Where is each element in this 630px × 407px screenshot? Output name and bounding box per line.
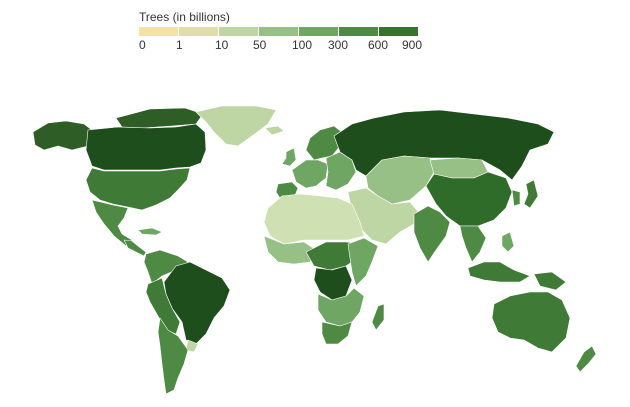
legend-tick-label: 100 <box>292 38 313 52</box>
region-greenland[interactable] <box>195 105 277 147</box>
region-china[interactable] <box>425 171 513 227</box>
region-indonesia[interactable] <box>467 261 531 283</box>
region-philippines[interactable] <box>501 231 515 253</box>
legend-swatch <box>139 27 179 36</box>
region-southern-africa[interactable] <box>317 287 365 327</box>
region-new-zealand[interactable] <box>575 345 597 373</box>
legend-tick-label: 10 <box>215 38 229 52</box>
region-usa[interactable] <box>85 167 191 211</box>
region-japan[interactable] <box>523 179 539 209</box>
region-east-africa[interactable] <box>347 237 379 287</box>
region-uruguay[interactable] <box>185 339 199 353</box>
region-canada[interactable] <box>85 123 207 171</box>
legend-tick-label: 1 <box>176 38 183 52</box>
region-australia[interactable] <box>491 291 571 353</box>
region-western-europe[interactable] <box>291 159 329 189</box>
region-cuba[interactable] <box>137 227 163 236</box>
legend-swatch <box>299 27 339 36</box>
region-southeast-asia[interactable] <box>459 225 487 263</box>
region-peru-bolivia[interactable] <box>145 277 181 335</box>
region-mexico[interactable] <box>91 199 133 247</box>
legend-color-scale <box>139 27 418 36</box>
legend-tick-label: 300 <box>328 38 349 52</box>
region-iceland[interactable] <box>264 125 285 136</box>
region-alaska-western-canada[interactable] <box>32 120 93 151</box>
region-south-america-north[interactable] <box>143 249 189 285</box>
region-north-africa[interactable] <box>263 193 365 245</box>
region-south-africa[interactable] <box>321 321 353 345</box>
map-legend: Trees (in billions) 0 1 10 50 100 300 60… <box>139 9 423 54</box>
legend-swatch <box>339 27 379 36</box>
legend-swatch <box>259 27 299 36</box>
legend-tick-label: 600 <box>368 38 389 52</box>
region-uk[interactable] <box>281 147 297 167</box>
region-west-africa[interactable] <box>263 235 317 265</box>
legend-tick-label: 0 <box>139 38 146 52</box>
legend-swatch <box>219 27 259 36</box>
region-central-america[interactable] <box>123 239 147 257</box>
legend-swatch <box>179 27 219 36</box>
legend-tick-labels: 0 1 10 50 100 300 600 900 <box>139 38 423 54</box>
region-russia[interactable] <box>333 109 555 181</box>
legend-tick-label: 900 <box>402 38 423 52</box>
legend-tick-label: 50 <box>253 38 267 52</box>
region-papua-new-guinea[interactable] <box>533 271 567 291</box>
region-madagascar[interactable] <box>371 303 385 331</box>
legend-title: Trees (in billions) <box>139 10 230 24</box>
region-india[interactable] <box>413 205 451 263</box>
region-argentina-chile[interactable] <box>157 317 189 395</box>
legend-swatch <box>379 27 418 36</box>
region-korea[interactable] <box>511 189 521 207</box>
